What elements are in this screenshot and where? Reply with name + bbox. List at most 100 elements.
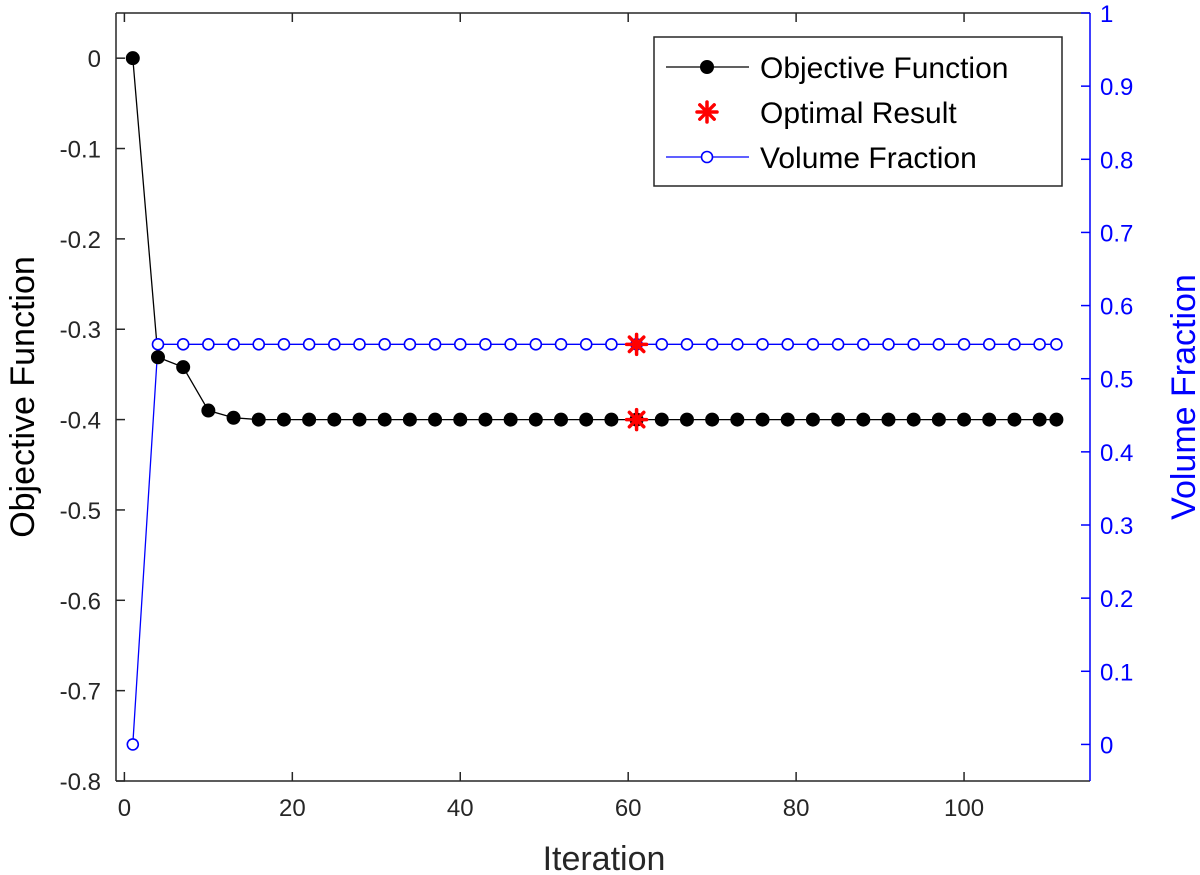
legend-marker xyxy=(695,100,719,124)
volume-fraction-point xyxy=(176,338,190,351)
legend-label: Volume Fraction xyxy=(760,142,977,175)
volume-fraction-point xyxy=(731,338,744,351)
y2-tick-label: 0.4 xyxy=(1100,440,1133,467)
legend-label: Optimal Result xyxy=(760,97,957,130)
volume-fraction-point xyxy=(806,338,820,351)
objective-function-point xyxy=(176,360,191,375)
objective-function-point xyxy=(503,412,518,427)
y2-axis-label: Volume Fraction xyxy=(1165,274,1200,520)
objective-function-point xyxy=(1032,412,1047,427)
x-axis-label: Iteration xyxy=(543,840,666,875)
volume-fraction-point xyxy=(957,338,971,351)
x-tick-label: 20 xyxy=(279,795,306,822)
volume-fraction-point xyxy=(126,738,140,751)
volume-fraction-point xyxy=(328,338,341,351)
y2-tick-label: 0.2 xyxy=(1100,586,1133,613)
optimal-result-point xyxy=(624,407,649,432)
objective-function-point xyxy=(705,412,720,427)
volume-fraction-point xyxy=(781,338,795,351)
optimal-result-point xyxy=(624,332,649,357)
objective-function-point xyxy=(125,51,140,66)
volume-fraction-point xyxy=(1008,338,1021,351)
objective-function-point xyxy=(402,412,417,427)
objective-function-point xyxy=(856,412,871,427)
volume-fraction-point xyxy=(504,338,517,351)
objective-function-point xyxy=(226,410,241,425)
objective-function-point xyxy=(579,412,594,427)
volume-fraction-point xyxy=(479,338,492,351)
axes: 0 20 40 60 80 100 0 -0.1 -0.2 -0.3 -0.4 -0.5 -0.6 -0.… xyxy=(60,1,1134,822)
y2-tick-label: 0.1 xyxy=(1100,659,1133,686)
series-line-volume-fraction xyxy=(132,343,1057,745)
objective-function-point xyxy=(1007,412,1022,427)
objective-function-point xyxy=(805,412,820,427)
objective-function-point xyxy=(377,412,392,427)
legend-marker xyxy=(700,150,714,164)
objective-function-point xyxy=(1049,412,1064,427)
objective-function-point xyxy=(150,350,165,365)
objective-function-point xyxy=(327,412,342,427)
y-tick-label: -0.6 xyxy=(60,588,101,615)
legend-label: Objective Function xyxy=(760,52,1008,85)
volume-fraction-point xyxy=(756,338,769,351)
volume-fraction-point xyxy=(529,338,543,351)
objective-function-point xyxy=(302,412,317,427)
objective-function-point xyxy=(931,412,946,427)
legend-box xyxy=(653,36,1063,187)
y-tick-label: -0.5 xyxy=(60,498,101,525)
objective-function-point xyxy=(881,412,896,427)
y-tick-label: 0 xyxy=(88,46,101,73)
y2-tick-label: 1 xyxy=(1100,1,1113,28)
volume-fraction-point xyxy=(252,338,266,351)
y-axis-label: Objective Function xyxy=(4,256,42,538)
plot-area xyxy=(125,51,1064,751)
volume-fraction-point xyxy=(932,338,946,351)
y-tick-label: -0.4 xyxy=(60,408,101,435)
objective-function-point xyxy=(478,412,493,427)
y-tick-label: -0.8 xyxy=(60,769,101,796)
volume-fraction-point xyxy=(907,338,920,351)
volume-fraction-point xyxy=(1033,338,1046,351)
volume-fraction-point xyxy=(302,338,316,351)
objective-function-point xyxy=(352,412,367,427)
y2-tick-label: 0.5 xyxy=(1100,367,1133,394)
volume-fraction-point xyxy=(882,338,895,351)
objective-function-point xyxy=(201,403,216,418)
objective-function-point xyxy=(780,412,795,427)
y2-tick-label: 0.3 xyxy=(1100,513,1133,540)
volume-fraction-point xyxy=(605,338,618,351)
volume-fraction-point xyxy=(705,338,719,351)
objective-function-point xyxy=(679,412,694,427)
x-tick-label: 100 xyxy=(944,795,984,822)
x-tick-label: 0 xyxy=(118,795,131,822)
objective-function-point xyxy=(831,412,846,427)
volume-fraction-point xyxy=(403,338,417,351)
volume-fraction-point xyxy=(579,338,593,351)
x-tick-label: 40 xyxy=(447,795,474,822)
y2-tick-label: 0 xyxy=(1100,732,1113,759)
objective-function-point xyxy=(654,412,669,427)
volume-fraction-point xyxy=(378,338,391,351)
volume-fraction-point xyxy=(680,338,694,351)
objective-function-point xyxy=(982,412,997,427)
volume-fraction-point xyxy=(554,338,568,351)
volume-fraction-point xyxy=(831,338,845,351)
objective-function-point xyxy=(251,412,266,427)
y2-tick-label: 0.8 xyxy=(1100,147,1133,174)
volume-fraction-point xyxy=(655,338,669,351)
y-tick-label: -0.3 xyxy=(60,317,101,344)
y-tick-label: -0.7 xyxy=(60,679,101,706)
objective-function-point xyxy=(730,412,745,427)
y-tick-label: -0.1 xyxy=(60,137,101,164)
y2-tick-label: 0.9 xyxy=(1100,74,1133,101)
x-tick-label: 60 xyxy=(615,795,642,822)
volume-fraction-point xyxy=(1050,338,1063,351)
objective-function-point xyxy=(604,412,619,427)
objective-function-point xyxy=(755,412,770,427)
volume-fraction-point xyxy=(982,338,996,351)
volume-fraction-point xyxy=(453,338,467,351)
x-tick-label: 80 xyxy=(783,795,810,822)
volume-fraction-point xyxy=(227,338,240,351)
objective-function-point xyxy=(276,412,291,427)
